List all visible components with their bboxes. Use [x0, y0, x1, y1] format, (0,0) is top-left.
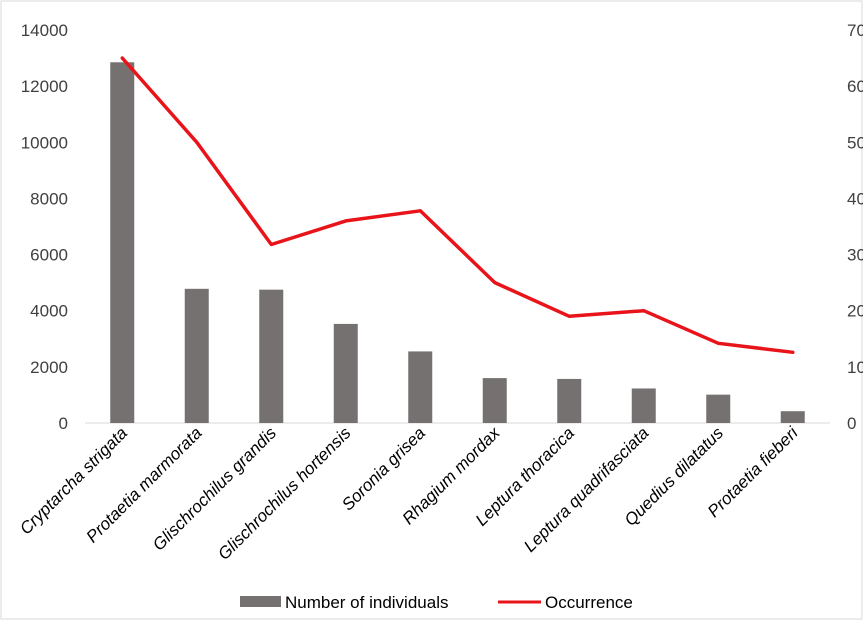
legend-label-line: Occurrence: [545, 593, 633, 612]
bar: [110, 62, 135, 424]
category-label: Leptura quadrifasciata: [520, 423, 652, 555]
bar-series: [110, 62, 805, 424]
bar: [631, 388, 656, 423]
category-label: Glischrochilus grandis: [149, 423, 280, 554]
right-tick-label: 40: [847, 189, 863, 208]
right-axis: 0 10 20 30 40 50 60 70: [847, 21, 863, 433]
bar: [259, 289, 284, 423]
legend-label-bars: Number of individuals: [285, 593, 448, 612]
left-tick-label: 14000: [21, 21, 68, 40]
bar: [333, 323, 358, 423]
left-tick-label: 6000: [30, 246, 68, 265]
right-tick-label: 20: [847, 302, 863, 321]
left-tick-label: 4000: [30, 302, 68, 321]
bar: [408, 351, 433, 423]
occurrence-line: [120, 56, 795, 355]
right-tick-label: 60: [847, 77, 863, 96]
right-tick-label: 10: [847, 358, 863, 377]
right-tick-label: 0: [847, 414, 856, 433]
legend-swatch-bars: [240, 596, 281, 607]
right-tick-label: 70: [847, 21, 863, 40]
bar: [184, 288, 209, 423]
bar: [706, 394, 731, 423]
left-tick-label: 0: [59, 414, 68, 433]
right-tick-label: 30: [847, 246, 863, 265]
bar: [557, 378, 582, 423]
bar: [482, 378, 507, 423]
left-tick-label: 12000: [21, 77, 68, 96]
left-tick-label: 8000: [30, 189, 68, 208]
category-label: Glischrochilus hortensis: [214, 423, 355, 564]
left-tick-label: 2000: [30, 358, 68, 377]
left-tick-label: 10000: [21, 133, 68, 152]
legend: Number of individuals Occurrence: [240, 593, 633, 612]
bar: [780, 411, 805, 423]
right-tick-label: 50: [847, 133, 863, 152]
left-axis: 0 2000 4000 6000 8000 10000 12000 14000: [21, 21, 68, 433]
